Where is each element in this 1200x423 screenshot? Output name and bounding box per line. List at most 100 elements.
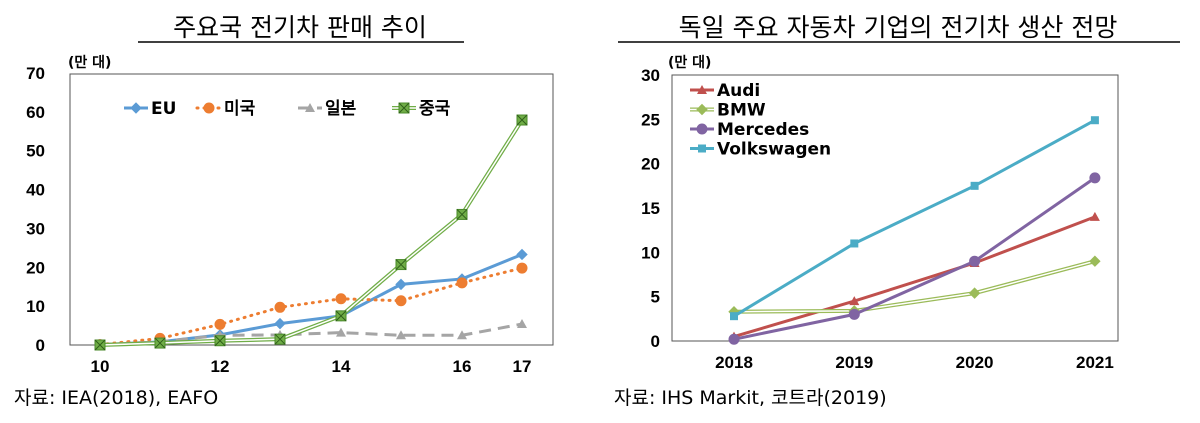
data-point <box>1089 172 1101 184</box>
source-note: 자료: IEA(2018), EAFO <box>14 387 218 409</box>
data-point <box>214 318 226 330</box>
legend-marker <box>696 103 708 116</box>
data-point <box>274 333 286 345</box>
y-tick-label: 20 <box>26 258 45 277</box>
legend-item: Audi <box>690 81 760 101</box>
series-중국 <box>94 114 528 351</box>
data-point <box>516 262 528 274</box>
legend-item: 일본 <box>298 99 357 119</box>
data-point <box>730 312 738 321</box>
x-tick-label: 16 <box>453 357 472 376</box>
chart-title: 독일 주요 자동차 기업의 전기차 생산 전망 <box>679 13 1118 42</box>
source-note: 자료: IHS Markit, 코트라(2019) <box>614 387 887 409</box>
data-point <box>1089 255 1101 267</box>
chart-left: 주요국 전기차 판매 추이 (만 대) 0 10 20 30 40 50 60 70 10 12 1… <box>14 13 554 409</box>
legend-label: EU <box>151 99 176 119</box>
data-point <box>969 255 981 267</box>
x-tick-label: 17 <box>513 357 532 376</box>
y-tick-label: 30 <box>26 219 45 238</box>
legend-item: BMW <box>690 101 766 121</box>
data-point <box>457 330 467 340</box>
y-tick-label: 15 <box>641 199 660 218</box>
data-point <box>335 293 347 305</box>
series-line <box>98 266 524 347</box>
data-point <box>154 337 166 349</box>
y-tick-label: 5 <box>651 288 660 307</box>
series-line <box>733 215 1096 339</box>
data-point <box>516 114 528 126</box>
series-line-inner <box>733 260 1096 313</box>
data-point <box>850 239 859 248</box>
x-tick-label: 2021 <box>1076 353 1114 372</box>
unit-label: (만 대) <box>68 55 111 71</box>
legend-item: 중국 <box>392 99 451 119</box>
data-point <box>456 208 468 220</box>
y-tick-label: 30 <box>641 66 660 85</box>
legend-marker <box>696 123 708 135</box>
data-point <box>968 287 981 299</box>
plot-frame <box>671 74 1119 342</box>
data-point <box>214 335 226 347</box>
legend-label: Volkswagen <box>717 140 831 160</box>
legend-marker <box>697 85 707 94</box>
plot-frame <box>69 73 554 346</box>
data-point <box>1090 116 1099 125</box>
legend-item: 미국 <box>195 99 256 119</box>
data-point <box>728 333 740 345</box>
series-Mercedes <box>728 172 1101 345</box>
x-tick-label: 2018 <box>715 353 753 372</box>
data-point <box>274 317 286 330</box>
chart-right: 독일 주요 자동차 기업의 전기차 생산 전망 (만 대) 0 5 10 15 20 25… <box>614 13 1180 409</box>
y-tick-label: 50 <box>26 142 45 161</box>
legend-label: 미국 <box>224 99 256 119</box>
legend-item: Volkswagen <box>690 140 831 160</box>
legend-label: 일본 <box>325 99 357 119</box>
legend-marker <box>130 102 142 114</box>
legend-marker <box>305 103 315 112</box>
y-tick-label: 0 <box>36 336 45 355</box>
y-tick-label: 25 <box>641 110 660 129</box>
x-tick-label: 2019 <box>835 353 873 372</box>
x-tick-label: 2020 <box>956 353 994 372</box>
legend-marker <box>698 144 706 153</box>
data-point <box>396 330 406 340</box>
series-line-inner <box>99 119 523 346</box>
series-line <box>99 322 523 347</box>
legend-label: BMW <box>717 101 766 121</box>
y-tick-label: 20 <box>641 155 660 174</box>
series-Volkswagen <box>730 116 1099 321</box>
data-point <box>970 181 979 190</box>
data-point <box>516 248 528 261</box>
x-tick-label: 14 <box>332 357 351 376</box>
data-point <box>395 278 407 291</box>
legend-marker <box>398 102 410 114</box>
unit-label: (만 대) <box>668 55 711 71</box>
data-point <box>1089 211 1100 221</box>
chart-title: 주요국 전기차 판매 추이 <box>173 13 427 42</box>
legend-label: 중국 <box>419 99 451 119</box>
series-line <box>99 118 524 347</box>
series-line <box>733 176 1096 341</box>
series-line <box>733 118 1096 318</box>
data-point <box>395 259 407 271</box>
legend-item: Mercedes <box>690 120 809 140</box>
data-point <box>335 310 347 322</box>
legend-marker <box>203 102 215 114</box>
x-tick-label: 12 <box>211 357 230 376</box>
data-point <box>94 339 106 351</box>
data-point <box>395 295 407 307</box>
y-tick-label: 10 <box>641 243 660 262</box>
y-tick-label: 0 <box>651 332 660 351</box>
series-line <box>99 253 523 347</box>
data-point <box>456 277 468 289</box>
data-point <box>848 308 860 320</box>
data-point <box>849 296 860 306</box>
y-tick-label: 10 <box>26 297 45 316</box>
data-point <box>517 319 527 329</box>
y-tick-label: 40 <box>26 181 45 200</box>
data-point <box>336 327 346 337</box>
legend-label: Audi <box>717 81 760 101</box>
y-tick-label: 60 <box>26 103 45 122</box>
data-point <box>274 301 286 313</box>
